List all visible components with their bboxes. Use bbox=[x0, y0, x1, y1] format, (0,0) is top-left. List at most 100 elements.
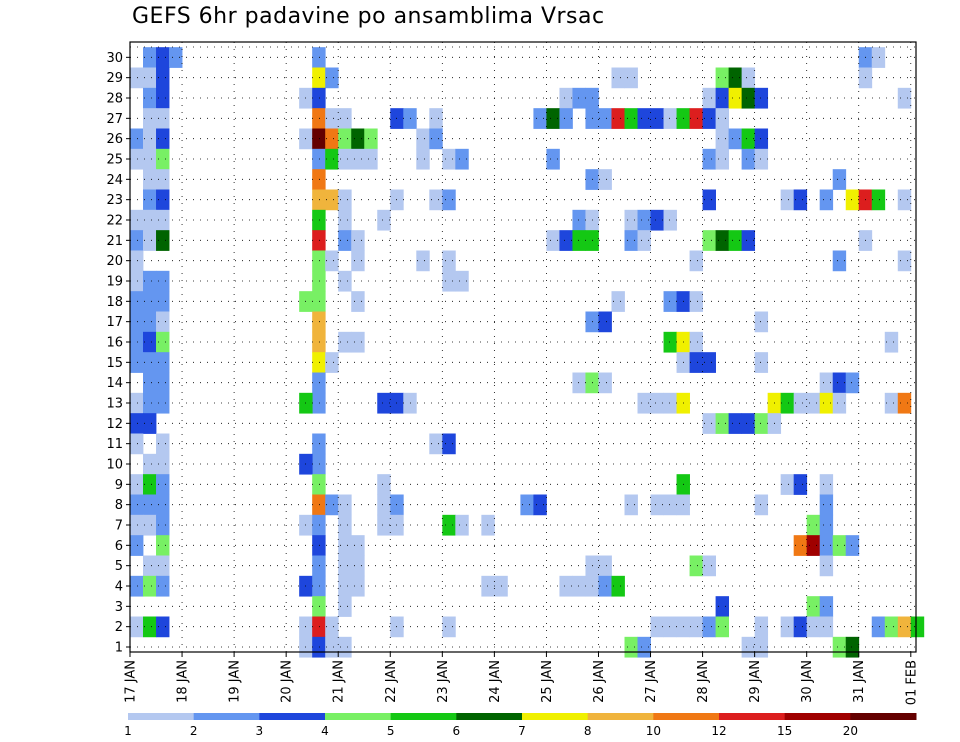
heatmap-cell bbox=[689, 331, 703, 353]
legend-label: 6 bbox=[453, 724, 461, 738]
heatmap-cell bbox=[572, 87, 586, 109]
heatmap-cell bbox=[156, 474, 170, 495]
heatmap-cell bbox=[143, 352, 157, 373]
heatmap-cell bbox=[351, 128, 365, 150]
heatmap-cell bbox=[806, 535, 821, 556]
heatmap-cell bbox=[312, 636, 326, 658]
heatmap-cell bbox=[338, 270, 352, 292]
legend-swatch bbox=[128, 713, 195, 720]
heatmap-cell bbox=[793, 616, 808, 638]
heatmap-cell bbox=[598, 555, 612, 577]
heatmap-cell bbox=[143, 311, 157, 333]
x-tick-label: 17 JAN bbox=[124, 660, 139, 703]
heatmap-cell bbox=[130, 270, 144, 292]
heatmap-cell bbox=[351, 148, 365, 170]
legend-swatch bbox=[259, 713, 326, 720]
heatmap-cell bbox=[156, 331, 170, 353]
heatmap-cell bbox=[143, 189, 157, 211]
heatmap-cell bbox=[130, 413, 144, 434]
heatmap-cell bbox=[325, 67, 339, 89]
heatmap-cell bbox=[156, 270, 170, 292]
heatmap-cell bbox=[143, 108, 157, 129]
heatmap-cell bbox=[611, 575, 625, 597]
legend-swatch bbox=[456, 713, 523, 720]
heatmap-cell bbox=[741, 413, 756, 434]
y-tick-label: 3 bbox=[115, 600, 123, 615]
heatmap-cell bbox=[754, 148, 769, 170]
heatmap-cell bbox=[832, 250, 847, 272]
heatmap-cell bbox=[143, 128, 157, 150]
heatmap-cell bbox=[156, 535, 170, 556]
heatmap-cell bbox=[819, 392, 834, 414]
heatmap-cell bbox=[754, 128, 769, 150]
heatmap-cell bbox=[728, 67, 743, 89]
heatmap-cell bbox=[897, 189, 912, 211]
heatmap-cell bbox=[312, 474, 326, 495]
heatmap-cell bbox=[130, 494, 144, 516]
heatmap-cell bbox=[143, 413, 157, 434]
heatmap-cell bbox=[897, 250, 912, 272]
heatmap-cell bbox=[156, 616, 170, 638]
heatmap-cell bbox=[429, 433, 443, 455]
heatmap-cell bbox=[338, 535, 352, 556]
legend-label: 20 bbox=[843, 724, 858, 738]
heatmap-cell bbox=[624, 636, 638, 658]
heatmap-cell bbox=[754, 311, 769, 333]
heatmap-cell bbox=[559, 108, 573, 129]
heatmap-cell bbox=[130, 148, 144, 170]
heatmap-cell bbox=[754, 494, 769, 516]
heatmap-cell bbox=[338, 108, 352, 129]
y-tick-label: 5 bbox=[115, 559, 123, 574]
heatmap-cell bbox=[572, 575, 586, 597]
x-tick-label: 20 JAN bbox=[280, 660, 295, 703]
heatmap-cell bbox=[819, 189, 834, 211]
heatmap-cell bbox=[845, 372, 860, 394]
heatmap-cell bbox=[689, 616, 703, 638]
heatmap-cell bbox=[793, 392, 808, 414]
heatmap-cell bbox=[377, 494, 391, 516]
heatmap-cell bbox=[715, 596, 730, 617]
heatmap-cell bbox=[520, 494, 534, 516]
heatmap-cell bbox=[130, 616, 144, 638]
heatmap-cell bbox=[156, 67, 170, 89]
heatmap-cell bbox=[715, 128, 730, 150]
heatmap-cell bbox=[741, 67, 756, 89]
heatmap-cell bbox=[702, 555, 716, 577]
heatmap-cell bbox=[156, 209, 170, 231]
heatmap-cell bbox=[897, 87, 912, 109]
heatmap-cell bbox=[130, 128, 144, 150]
heatmap-cell bbox=[312, 67, 326, 89]
x-tick-label: 22 JAN bbox=[384, 660, 399, 703]
heatmap-cell bbox=[832, 372, 847, 394]
heatmap-cell bbox=[806, 616, 821, 638]
heatmap-cell bbox=[637, 230, 651, 251]
heatmap-cell bbox=[442, 616, 456, 638]
y-tick-label: 14 bbox=[106, 376, 123, 391]
heatmap-cell bbox=[143, 392, 157, 414]
heatmap-cell bbox=[598, 575, 612, 597]
y-tick-label: 1 bbox=[115, 641, 123, 656]
heatmap-cell bbox=[624, 494, 638, 516]
heatmap-cell bbox=[143, 87, 157, 109]
heatmap-cell bbox=[442, 433, 456, 455]
heatmap-cell bbox=[312, 311, 326, 333]
y-tick-label: 18 bbox=[106, 295, 123, 310]
legend-swatch bbox=[719, 713, 786, 720]
heatmap-cell bbox=[650, 108, 664, 129]
heatmap-cell bbox=[351, 291, 365, 312]
y-tick-label: 8 bbox=[115, 498, 123, 513]
heatmap-cell bbox=[741, 230, 756, 251]
heatmap-cell bbox=[728, 87, 743, 109]
heatmap-cell bbox=[416, 250, 430, 272]
heatmap-cell bbox=[156, 108, 170, 129]
heatmap-cell bbox=[364, 148, 378, 170]
heatmap-cell bbox=[533, 108, 547, 129]
x-tick-label: 31 JAN bbox=[852, 660, 867, 703]
heatmap-cell bbox=[559, 230, 573, 251]
heatmap-cell bbox=[819, 535, 834, 556]
heatmap-cell bbox=[455, 514, 469, 536]
heatmap-cell bbox=[572, 209, 586, 231]
heatmap-cell bbox=[793, 189, 808, 211]
heatmap-cell bbox=[663, 331, 677, 353]
heatmap-cell bbox=[338, 209, 352, 231]
